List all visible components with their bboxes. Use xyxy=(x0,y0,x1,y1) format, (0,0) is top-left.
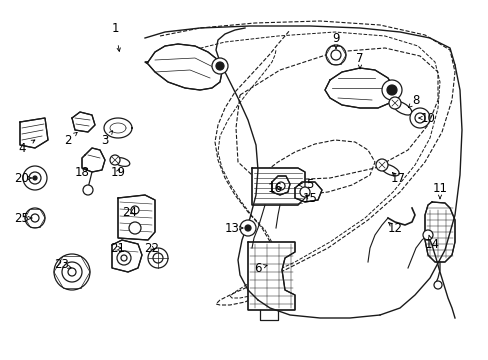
Circle shape xyxy=(148,248,168,268)
Circle shape xyxy=(31,214,39,222)
Circle shape xyxy=(212,58,227,74)
Circle shape xyxy=(68,268,76,276)
Text: 1: 1 xyxy=(111,22,119,35)
Circle shape xyxy=(375,159,387,171)
Circle shape xyxy=(131,206,139,214)
Circle shape xyxy=(110,155,120,165)
Polygon shape xyxy=(20,118,48,148)
Text: 7: 7 xyxy=(356,51,363,64)
Circle shape xyxy=(129,222,141,234)
Circle shape xyxy=(414,113,424,123)
Text: 18: 18 xyxy=(74,166,89,179)
Circle shape xyxy=(54,254,90,290)
Circle shape xyxy=(422,230,432,240)
Circle shape xyxy=(33,176,37,180)
Text: 23: 23 xyxy=(55,258,69,271)
Text: 12: 12 xyxy=(386,221,402,234)
Text: 10: 10 xyxy=(420,112,434,125)
Polygon shape xyxy=(271,176,289,195)
Polygon shape xyxy=(325,68,394,108)
Text: 19: 19 xyxy=(110,166,125,179)
Circle shape xyxy=(83,185,93,195)
Circle shape xyxy=(216,62,224,70)
Circle shape xyxy=(29,172,41,184)
Text: 25: 25 xyxy=(15,211,29,225)
Text: 6: 6 xyxy=(254,261,261,274)
Text: 16: 16 xyxy=(267,181,282,194)
Circle shape xyxy=(330,50,340,60)
Circle shape xyxy=(381,80,401,100)
Text: 21: 21 xyxy=(110,242,125,255)
Circle shape xyxy=(388,97,400,109)
Circle shape xyxy=(240,220,256,236)
Text: 20: 20 xyxy=(15,171,29,184)
Text: 2: 2 xyxy=(64,134,72,147)
Ellipse shape xyxy=(380,164,398,176)
Circle shape xyxy=(299,187,309,197)
Ellipse shape xyxy=(114,158,129,166)
Polygon shape xyxy=(118,195,155,240)
Circle shape xyxy=(433,281,441,289)
Text: 13: 13 xyxy=(224,221,239,234)
Circle shape xyxy=(117,251,131,265)
Text: 17: 17 xyxy=(390,171,405,184)
Circle shape xyxy=(23,166,47,190)
Polygon shape xyxy=(251,168,305,205)
Text: 9: 9 xyxy=(331,31,339,45)
Text: 8: 8 xyxy=(411,94,419,107)
Circle shape xyxy=(121,255,127,261)
Polygon shape xyxy=(145,44,222,90)
Text: 11: 11 xyxy=(431,181,447,194)
Circle shape xyxy=(276,182,285,190)
Text: 4: 4 xyxy=(18,141,26,154)
Polygon shape xyxy=(294,182,321,202)
Circle shape xyxy=(25,208,45,228)
Polygon shape xyxy=(72,112,95,132)
Circle shape xyxy=(325,45,346,65)
Polygon shape xyxy=(112,240,142,272)
Circle shape xyxy=(62,262,82,282)
Text: 14: 14 xyxy=(424,238,439,252)
Text: 22: 22 xyxy=(144,242,159,255)
Text: 24: 24 xyxy=(122,206,137,219)
Text: 5: 5 xyxy=(305,179,313,192)
Polygon shape xyxy=(424,202,454,262)
Polygon shape xyxy=(104,118,132,138)
Polygon shape xyxy=(247,242,294,310)
Polygon shape xyxy=(82,148,105,172)
Circle shape xyxy=(386,85,396,95)
Text: 3: 3 xyxy=(101,134,108,147)
Circle shape xyxy=(244,225,250,231)
Text: 15: 15 xyxy=(302,192,317,204)
Circle shape xyxy=(153,253,163,263)
Ellipse shape xyxy=(391,101,411,115)
Circle shape xyxy=(409,108,429,128)
